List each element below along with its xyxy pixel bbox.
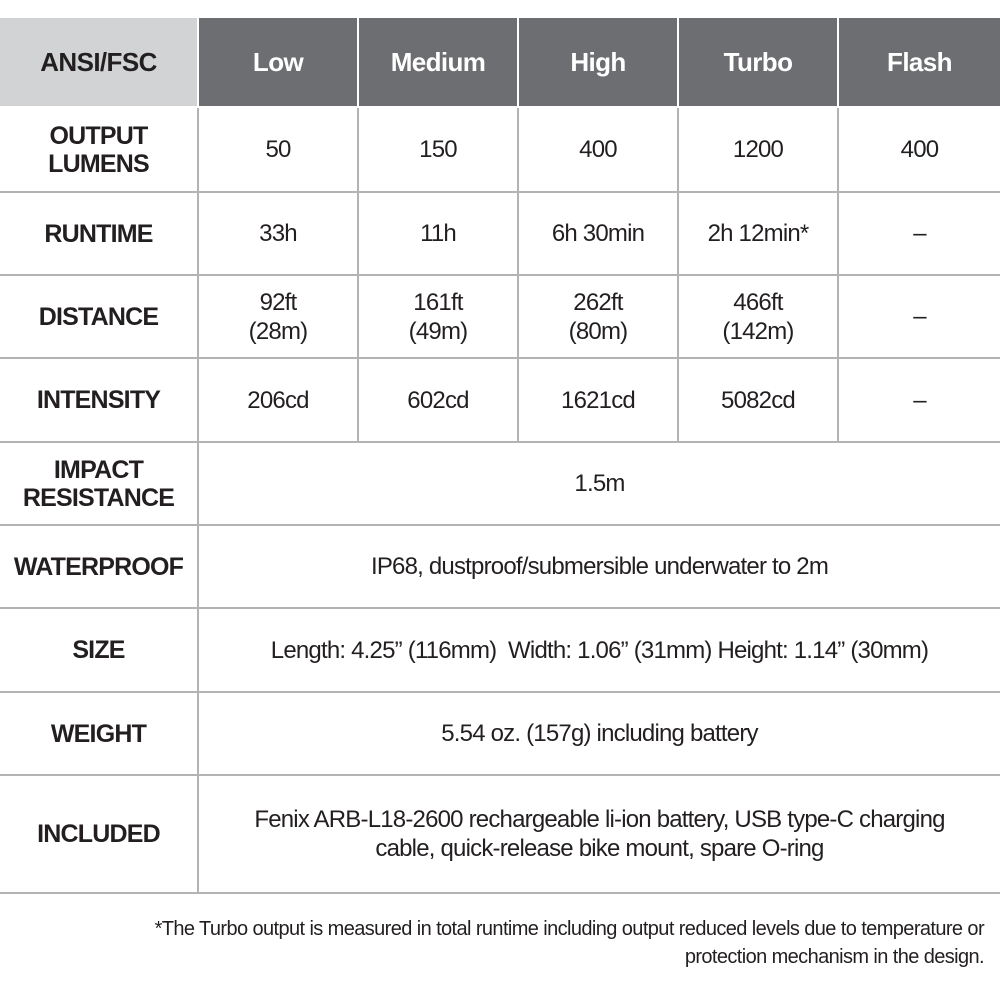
table-row-impact: IMPACT RESISTANCE 1.5m — [0, 441, 1000, 526]
row-label-impact: IMPACT RESISTANCE — [0, 441, 199, 526]
cell: 1200 — [677, 106, 839, 193]
cell: 602cd — [357, 357, 519, 443]
distance-m: (49m) — [408, 317, 468, 345]
included-line: Fenix ARB-L18-2600 rechargeable li-ion b… — [254, 806, 945, 833]
row-label-output: OUTPUT LUMENS — [0, 106, 199, 193]
table-row-output: OUTPUT LUMENS 50 150 400 1200 400 — [0, 106, 1000, 193]
footnote: *The Turbo output is measured in total r… — [44, 915, 985, 971]
cell: 1621cd — [517, 357, 679, 443]
cell: – — [837, 191, 1000, 276]
row-label-size: SIZE — [0, 607, 199, 693]
cell: – — [837, 357, 1000, 443]
cell: 466ft (142m) — [677, 274, 839, 359]
cell: 1.5m — [197, 441, 1000, 526]
distance-ft: 466ft — [733, 288, 783, 316]
label-line: OUTPUT — [49, 121, 149, 150]
cell: 2h 12min* — [677, 191, 839, 276]
cell: 5.54 oz. (157g) including battery — [197, 691, 1000, 776]
cell: 6h 30min — [517, 191, 679, 276]
cell: 161ft (49m) — [357, 274, 519, 359]
row-label-included: INCLUDED — [0, 774, 199, 894]
cell: 5082cd — [677, 357, 839, 443]
cell: IP68, dustproof/submersible underwater t… — [197, 524, 1000, 609]
cell: 50 — [197, 106, 359, 193]
row-label-distance: DISTANCE — [0, 274, 199, 359]
cell: 150 — [357, 106, 519, 193]
cell: – — [837, 274, 1000, 359]
header-medium: Medium — [357, 18, 519, 108]
header-row: ANSI/FSC Low Medium High Turbo Flash — [0, 18, 1000, 108]
spec-table: ANSI/FSC Low Medium High Turbo Flash OUT… — [0, 18, 1000, 894]
table-row-included: INCLUDED Fenix ARB-L18-2600 rechargeable… — [0, 774, 1000, 894]
table-row-weight: WEIGHT 5.54 oz. (157g) including battery — [0, 691, 1000, 776]
cell: Length: 4.25” (116mm) Width: 1.06” (31mm… — [197, 607, 1000, 693]
header-flash: Flash — [837, 18, 1000, 108]
header-turbo: Turbo — [677, 18, 839, 108]
distance-ft: 92ft — [259, 288, 298, 316]
distance-m: (80m) — [568, 317, 628, 345]
label-line: IMPACT — [53, 455, 144, 484]
cell: 92ft (28m) — [197, 274, 359, 359]
cell: Fenix ARB-L18-2600 rechargeable li-ion b… — [197, 774, 1000, 894]
distance-ft: 161ft — [413, 288, 463, 316]
header-low: Low — [197, 18, 359, 108]
cell: 400 — [517, 106, 679, 193]
table-row-size: SIZE Length: 4.25” (116mm) Width: 1.06” … — [0, 607, 1000, 693]
table-row-distance: DISTANCE 92ft (28m) 161ft (49m) 262ft (80m)… — [0, 274, 1000, 359]
footnote-line: protection mechanism in the design. — [684, 946, 985, 968]
header-high: High — [517, 18, 679, 108]
row-label-runtime: RUNTIME — [0, 191, 199, 276]
label-line: RESISTANCE — [22, 483, 175, 512]
header-corner: ANSI/FSC — [0, 18, 199, 108]
row-label-weight: WEIGHT — [0, 691, 199, 776]
distance-m: (28m) — [248, 317, 308, 345]
cell: 400 — [837, 106, 1000, 193]
footnote-line: *The Turbo output is measured in total r… — [154, 918, 985, 940]
label-line: LUMENS — [48, 149, 150, 178]
distance-ft: 262ft — [573, 288, 623, 316]
cell: 11h — [357, 191, 519, 276]
row-label-waterproof: WATERPROOF — [0, 524, 199, 609]
cell: 33h — [197, 191, 359, 276]
distance-m: (142m) — [722, 317, 794, 345]
table-row-runtime: RUNTIME 33h 11h 6h 30min 2h 12min* – — [0, 191, 1000, 276]
cell: 262ft (80m) — [517, 274, 679, 359]
table-row-waterproof: WATERPROOF IP68, dustproof/submersible u… — [0, 524, 1000, 609]
cell: 206cd — [197, 357, 359, 443]
table-row-intensity: INTENSITY 206cd 602cd 1621cd 5082cd – — [0, 357, 1000, 443]
row-label-intensity: INTENSITY — [0, 357, 199, 443]
included-line: cable, quick-release bike mount, spare O… — [375, 835, 824, 862]
